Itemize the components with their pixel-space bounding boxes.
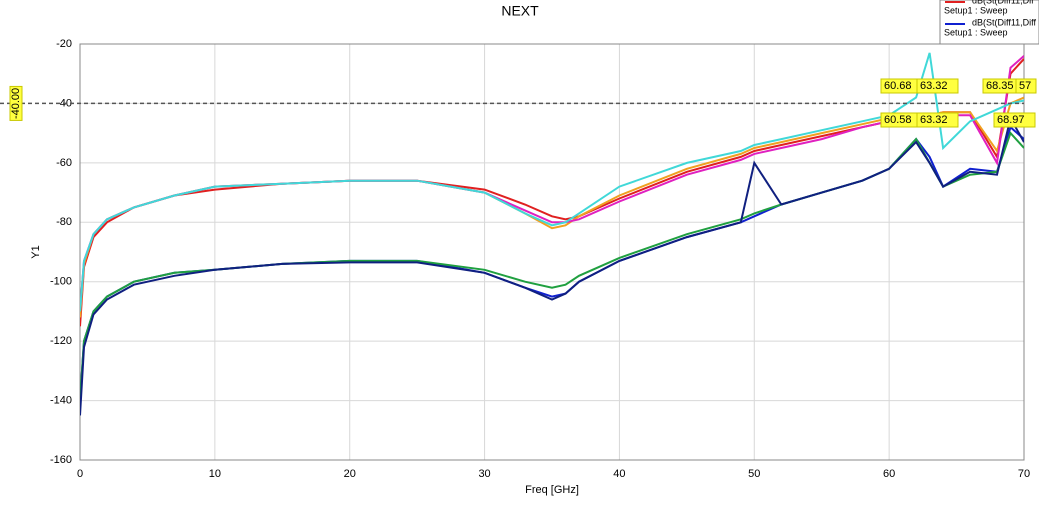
series-line <box>80 131 1024 401</box>
x-tick-label: 40 <box>613 468 625 480</box>
legend-box <box>939 0 1039 45</box>
y-tick-label: -120 <box>50 335 72 347</box>
x-tick-label: 60 <box>883 468 895 480</box>
marker-tag <box>916 112 959 128</box>
x-tick-label: 0 <box>77 468 83 480</box>
x-tick-label: 20 <box>344 468 356 480</box>
y-tick-label: -100 <box>50 276 72 288</box>
y-tick-label: -160 <box>50 454 72 466</box>
marker-tag <box>1015 78 1037 94</box>
legend-subtext: Setup1 : Sweep <box>944 5 1008 15</box>
series-line <box>80 115 1024 416</box>
y-tick-label: -20 <box>56 38 72 50</box>
legend-label: dB(St(Diff11,Dif <box>972 0 1034 5</box>
series-line <box>80 125 1024 401</box>
x-tick-label: 70 <box>1018 468 1030 480</box>
threshold-label: -40.00 <box>10 88 22 119</box>
marker-label: 60.68 <box>884 80 912 92</box>
series-line <box>80 58 1024 327</box>
series-line <box>80 96 1024 318</box>
x-tick-label: 10 <box>209 468 221 480</box>
marker-label: 63.32 <box>920 80 948 92</box>
series-line <box>80 55 1024 312</box>
x-axis-label: Freq [GHz] <box>525 484 579 496</box>
marker-label: 60.58 <box>884 114 912 126</box>
y-axis-label: Y1 <box>30 245 42 258</box>
marker-label: 57 <box>1019 80 1031 92</box>
chart-title: NEXT <box>501 3 539 19</box>
x-tick-label: 30 <box>478 468 490 480</box>
series-line <box>80 52 1024 312</box>
marker-tag <box>993 112 1036 128</box>
y-tick-label: -60 <box>56 157 72 169</box>
y-tick-label: -80 <box>56 216 72 228</box>
marker-label: 68.97 <box>997 114 1025 126</box>
legend-label: dB(St(Diff11,Diff <box>972 17 1037 27</box>
marker-tag <box>916 78 959 94</box>
marker-label: 68.35 <box>986 80 1014 92</box>
plot-frame <box>79 43 1025 461</box>
x-tick-label: 50 <box>748 468 760 480</box>
marker-label: 63.32 <box>920 114 948 126</box>
threshold-tag <box>9 85 23 121</box>
y-tick-label: -140 <box>50 394 72 406</box>
legend-subtext: Setup1 : Sweep <box>944 27 1008 37</box>
